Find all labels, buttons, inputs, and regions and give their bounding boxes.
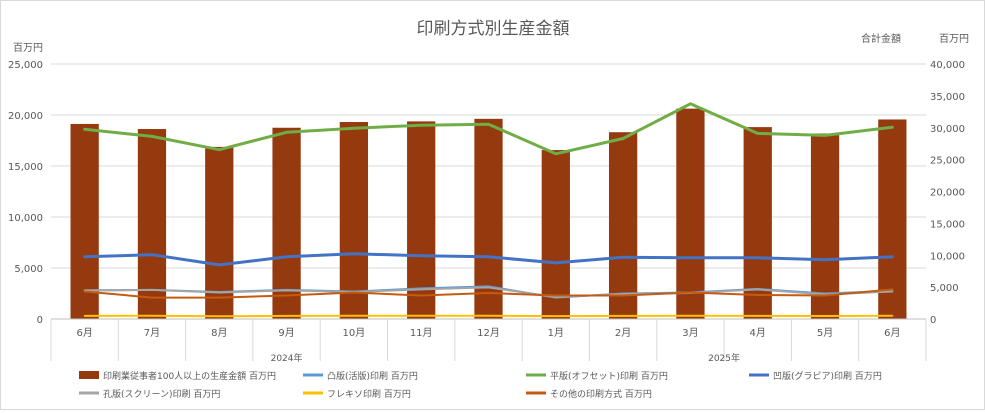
category-label: 10月 [343, 327, 366, 339]
bar [407, 121, 436, 319]
right-axis-unit: 百万円 [939, 33, 969, 45]
series-line [83, 288, 894, 299]
left-axis-unit: 百万円 [13, 42, 43, 54]
legend-label: 印刷業従事者100人以上の生産金額 百万円 [103, 370, 276, 382]
chart-title: 印刷方式別生産金額 [417, 19, 570, 39]
bar [810, 133, 840, 319]
left-tick-label: 10,000 [8, 213, 43, 224]
category-label: 12月 [477, 327, 500, 339]
category-label: 11月 [410, 327, 433, 339]
category-label: 8月 [211, 327, 227, 339]
legend-label: 孔版(スクリーン)印刷 百万円 [103, 388, 220, 400]
right-tick-label: 20,000 [930, 188, 965, 199]
legend-label: 凸版(活版)印刷 百万円 [327, 370, 418, 382]
series-line [83, 252, 894, 267]
bar [878, 119, 907, 320]
bar-series [70, 108, 907, 320]
category-label: 5月 [817, 327, 833, 339]
category-label: 4月 [750, 327, 766, 339]
bar [743, 127, 772, 319]
bar [205, 146, 234, 319]
category-label: 7月 [144, 327, 160, 339]
right-tick-label: 5,000 [930, 283, 959, 294]
series-line [83, 314, 894, 318]
right-tick-label: 15,000 [930, 219, 965, 230]
left-tick-label: 5,000 [14, 264, 43, 275]
legend: 印刷業従事者100人以上の生産金額 百万円 凸版(活版)印刷 百万円 平版(オフセッ… [79, 370, 882, 400]
right-tick-label: 30,000 [930, 124, 965, 135]
year-group-label: 2024年 [271, 352, 303, 364]
bar [137, 129, 167, 319]
legend-label: 凹版(グラビア)印刷 百万円 [773, 370, 882, 382]
legend-label: その他の印刷方式 百万円 [550, 388, 652, 400]
category-label: 6月 [884, 327, 900, 339]
bar [70, 123, 99, 319]
left-tick-label: 25,000 [8, 60, 43, 71]
line-series [83, 102, 894, 318]
bar [541, 150, 570, 319]
category-label: 2月 [615, 327, 631, 339]
bar [608, 132, 638, 319]
category-label: 9月 [278, 327, 294, 339]
left-tick-label: 20,000 [8, 111, 43, 122]
right-tick-label: 0 [930, 315, 936, 326]
right-tick-label: 35,000 [930, 92, 965, 103]
category-label: 6月 [76, 327, 92, 339]
series-line [83, 286, 894, 299]
axes: 0 5,000 10,000 15,000 20,000 25,000 0 5,000 10,0… [8, 60, 965, 364]
left-tick-label: 15,000 [8, 162, 43, 173]
legend-label: フレキソ印刷 百万円 [327, 388, 411, 400]
left-tick-label: 0 [37, 315, 43, 326]
year-group-label: 2025年 [708, 352, 740, 364]
category-label: 1月 [548, 327, 564, 339]
bar [676, 108, 705, 319]
series-line [83, 102, 894, 156]
bar [339, 122, 369, 319]
right-tick-label: 40,000 [930, 60, 965, 71]
legend-label: 平版(オフセット)印刷 百万円 [550, 370, 668, 382]
right-axis-label: 合計金額 [861, 32, 901, 45]
category-label: 3月 [682, 327, 698, 339]
legend-swatch [79, 371, 99, 379]
right-tick-label: 10,000 [930, 251, 965, 262]
bar [272, 127, 301, 319]
right-tick-label: 25,000 [930, 156, 965, 167]
